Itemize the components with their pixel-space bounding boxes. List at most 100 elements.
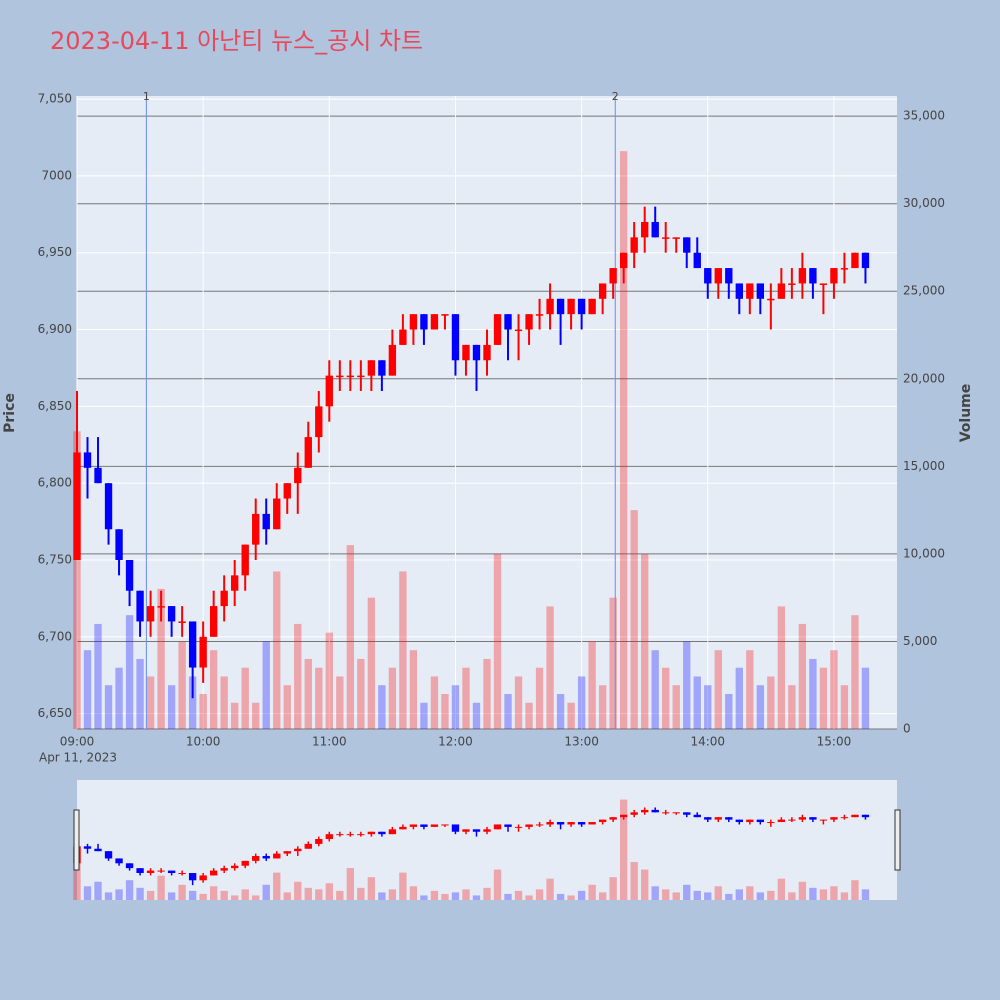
y-tick-label: 7000: [41, 168, 72, 182]
mini-volume-bar: [367, 877, 376, 900]
mini-candle-body: [714, 817, 722, 820]
mini-candle-body: [188, 873, 197, 881]
volume-bar: [399, 571, 407, 729]
x-tick-label: 14:00: [690, 735, 725, 749]
mini-candle-body: [851, 814, 859, 818]
mini-candle-body: [630, 812, 638, 815]
volume-bar: [725, 693, 733, 729]
mini-candle-body: [409, 824, 418, 827]
x-tick-label: 12:00: [438, 735, 473, 749]
volume-bar: [483, 658, 491, 729]
volume-bar: [514, 676, 523, 729]
mini-candle-body: [325, 834, 333, 840]
candle-body: [641, 221, 649, 238]
mini-volume-bar: [735, 889, 743, 900]
x-tick-label: 09:00: [60, 735, 95, 749]
volume-bar: [409, 650, 418, 729]
mini-volume-bar: [167, 892, 176, 900]
mini-candle-body: [504, 824, 512, 827]
mini-volume-bar: [199, 893, 207, 900]
volume-bar: [756, 685, 765, 729]
mini-candle-body: [231, 865, 239, 869]
mini-candle-body: [819, 819, 828, 821]
volume-bar: [430, 676, 439, 729]
mini-candle-body: [178, 873, 186, 875]
chart-title: 2023-04-11 아난티 뉴스_공시 차트: [50, 27, 423, 55]
candle-body: [567, 298, 575, 315]
mini-candle-body: [809, 817, 817, 820]
slider-handle-left[interactable]: [73, 809, 80, 871]
mini-volume-bar: [157, 875, 165, 900]
y-axis-title: Price: [2, 393, 18, 433]
mini-volume-bar: [493, 869, 502, 900]
candle-body: [514, 329, 523, 332]
y2-tick-label: 20,000: [903, 371, 945, 385]
candle-body: [630, 237, 638, 253]
candle-body: [651, 221, 659, 238]
candle-body: [125, 559, 134, 591]
mini-candle-body: [704, 817, 712, 820]
mini-volume-bar: [798, 881, 807, 900]
mini-candle-body: [472, 829, 481, 832]
mini-volume-bar: [104, 892, 113, 900]
volume-bar: [861, 667, 870, 729]
mini-volume-bar: [714, 886, 722, 900]
range-slider[interactable]: [77, 780, 897, 900]
volume-bar: [441, 693, 449, 729]
mini-candle-body: [588, 822, 596, 825]
volume-bar: [336, 676, 344, 729]
volume-bar: [619, 151, 628, 730]
mini-volume-bar: [693, 890, 701, 900]
mini-volume-bar: [94, 881, 102, 900]
mini-volume-bar: [325, 883, 333, 900]
mini-volume-bar: [809, 887, 817, 900]
candle-body: [662, 237, 670, 239]
slider-handle-right[interactable]: [894, 809, 901, 871]
volume-bar: [704, 685, 712, 729]
volume-bar: [493, 553, 502, 729]
mini-volume-bar: [641, 869, 649, 900]
mini-volume-bar: [756, 892, 765, 900]
volume-bar: [388, 667, 397, 729]
mini-candle-body: [746, 819, 754, 823]
mini-volume-bar: [725, 893, 733, 900]
candle-body: [619, 252, 628, 269]
candle-body: [525, 314, 533, 330]
volume-bar: [315, 667, 323, 729]
volume-bar: [462, 667, 470, 729]
candle-body: [325, 375, 333, 407]
candle-body: [441, 314, 449, 316]
mini-volume-bar: [746, 886, 754, 900]
candle-body: [704, 268, 712, 284]
volume-bar: [378, 685, 386, 729]
candle-body: [231, 575, 239, 591]
mini-candle-body: [167, 870, 176, 874]
candle-body: [462, 344, 470, 361]
mini-volume-bar: [420, 895, 428, 900]
annotation-text: 1: [143, 90, 150, 103]
candle-body: [430, 314, 439, 330]
mini-candle-body: [220, 868, 228, 871]
volume-bar: [367, 597, 376, 729]
candle-body: [336, 375, 344, 378]
mini-candle-body: [462, 829, 470, 832]
annotation-text: 2: [612, 90, 619, 103]
mini-volume-bar: [273, 872, 281, 900]
mini-candle-body: [672, 812, 680, 814]
mini-candle-body: [567, 822, 575, 825]
candle-body: [241, 544, 249, 576]
candle-body: [504, 314, 512, 330]
mini-candle-body: [315, 839, 323, 844]
volume-bar: [556, 693, 565, 729]
mini-volume-bar: [357, 887, 365, 900]
mini-volume-bar: [483, 887, 491, 900]
mini-volume-bar: [588, 884, 596, 900]
candle-body: [104, 483, 113, 530]
candle-body: [556, 298, 565, 315]
y-tick-label: 7,050: [38, 92, 72, 106]
mini-volume-bar: [651, 886, 659, 900]
volume-bar: [672, 685, 680, 729]
mini-candle-body: [357, 834, 365, 836]
mini-volume-bar: [672, 892, 680, 900]
mini-candle-body: [273, 853, 281, 859]
